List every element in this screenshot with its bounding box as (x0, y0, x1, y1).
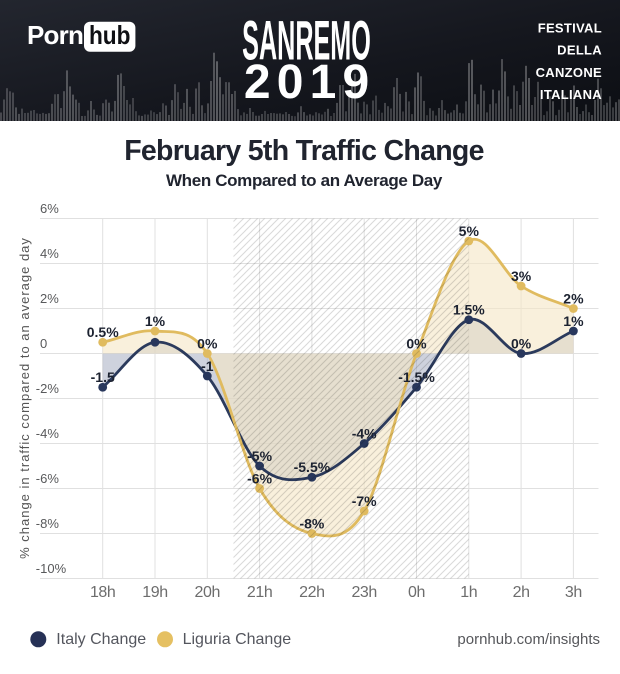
svg-text:22h: 22h (299, 584, 325, 601)
svg-text:19h: 19h (142, 584, 168, 601)
svg-text:0: 0 (40, 336, 47, 351)
svg-text:1%: 1% (563, 313, 584, 329)
svg-text:-4%: -4% (36, 426, 60, 441)
svg-text:1.5%: 1.5% (453, 302, 485, 318)
svg-text:DELLA: DELLA (557, 43, 602, 58)
svg-text:0%: 0% (197, 335, 218, 351)
svg-text:2%: 2% (40, 291, 59, 306)
svg-text:1h: 1h (460, 584, 477, 601)
svg-text:1%: 1% (145, 313, 166, 329)
svg-text:-1: -1 (201, 358, 214, 374)
svg-text:2h: 2h (513, 584, 530, 601)
svg-text:ITALIANA: ITALIANA (540, 87, 602, 102)
svg-text:23h: 23h (351, 584, 377, 601)
svg-text:CANZONE: CANZONE (536, 65, 602, 80)
svg-text:21h: 21h (247, 584, 273, 601)
svg-text:-6%: -6% (36, 471, 60, 486)
svg-text:-10%: -10% (36, 561, 67, 576)
svg-text:18h: 18h (90, 584, 116, 601)
svg-text:-6%: -6% (247, 470, 272, 486)
svg-text:hub: hub (89, 20, 131, 50)
svg-text:When Compared to an Average Da: When Compared to an Average Day (166, 171, 443, 190)
svg-text:-2%: -2% (36, 381, 60, 396)
svg-text:3%: 3% (511, 268, 532, 284)
svg-text:SANREMO: SANREMO (242, 11, 371, 72)
svg-text:-1.5: -1.5 (91, 369, 115, 385)
svg-text:-1.5%: -1.5% (398, 369, 435, 385)
svg-text:-5%: -5% (247, 448, 272, 464)
svg-text:-7%: -7% (352, 493, 377, 509)
svg-text:-4%: -4% (352, 425, 377, 441)
svg-text:Italy Change: Italy Change (56, 631, 146, 648)
svg-text:Liguria Change: Liguria Change (183, 631, 292, 648)
svg-text:0.5%: 0.5% (87, 324, 119, 340)
svg-text:pornhub.com/insights: pornhub.com/insights (457, 631, 600, 648)
svg-text:5%: 5% (459, 223, 480, 239)
svg-text:% change in traffic compared t: % change in traffic compared to an avera… (17, 237, 32, 559)
svg-text:6%: 6% (40, 201, 59, 216)
svg-text:20h: 20h (195, 584, 221, 601)
svg-text:4%: 4% (40, 246, 59, 261)
svg-text:0%: 0% (406, 335, 427, 351)
svg-text:FESTIVAL: FESTIVAL (538, 20, 602, 35)
svg-text:-8%: -8% (36, 516, 60, 531)
svg-text:3h: 3h (565, 584, 582, 601)
svg-text:2%: 2% (563, 290, 584, 306)
svg-text:February 5th Traffic Change: February 5th Traffic Change (124, 135, 484, 167)
svg-text:Porn: Porn (27, 20, 83, 50)
svg-text:0h: 0h (408, 584, 425, 601)
svg-text:0%: 0% (511, 335, 532, 351)
svg-text:-5.5%: -5.5% (294, 459, 331, 475)
svg-text:-8%: -8% (299, 515, 324, 531)
